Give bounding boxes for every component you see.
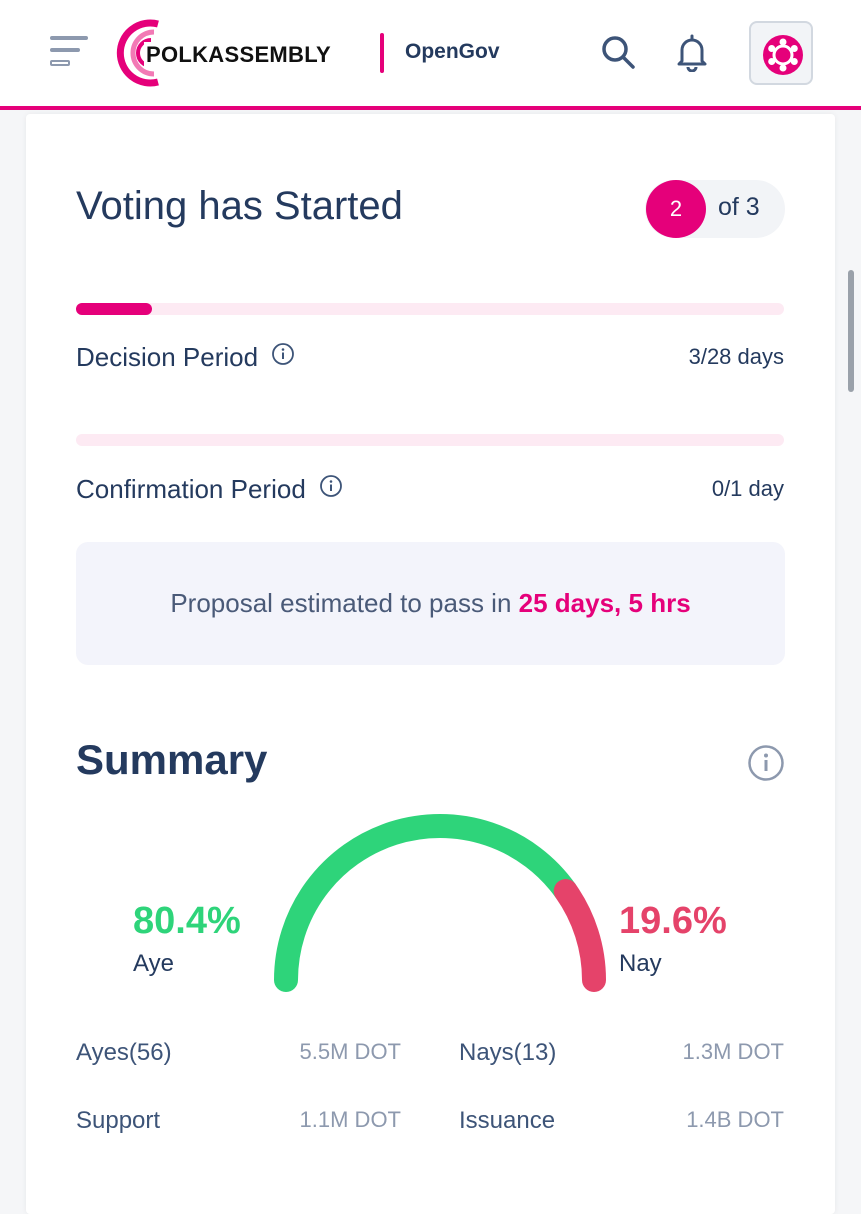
menu-icon[interactable] xyxy=(50,36,88,66)
estimate-highlight: 25 days, 5 hrs xyxy=(518,588,691,618)
aye-label: Aye xyxy=(133,950,174,977)
decision-period-label: Decision Period xyxy=(76,342,295,373)
decision-period-text: Decision Period xyxy=(76,342,259,372)
confirmation-progress-bar xyxy=(76,434,784,446)
confirmation-period-text: Confirmation Period xyxy=(76,474,306,504)
info-icon[interactable] xyxy=(747,744,785,786)
step-indicator: 2 of 3 xyxy=(645,180,785,238)
network-label[interactable]: OpenGov xyxy=(405,40,500,63)
issuance-amount: 1.4B DOT xyxy=(686,1107,784,1132)
nay-label: Nay xyxy=(619,950,662,977)
search-icon[interactable] xyxy=(598,32,638,72)
ayes-count-label: Ayes(56) xyxy=(76,1039,172,1066)
aye-percentage: 80.4% xyxy=(133,900,241,942)
support-amount: 1.1M DOT xyxy=(299,1107,401,1132)
support-label: Support xyxy=(76,1107,161,1134)
decision-progress-bar xyxy=(76,303,784,315)
logo-text: POLKASSEMBLY xyxy=(144,42,333,68)
nays-amount: 1.3M DOT xyxy=(682,1039,784,1064)
account-button[interactable] xyxy=(749,21,813,85)
nay-arc xyxy=(553,879,606,992)
ayes-amount: 5.5M DOT xyxy=(299,1039,401,1064)
current-step-badge: 2 xyxy=(646,180,706,238)
bell-icon[interactable] xyxy=(672,32,712,73)
header-divider xyxy=(380,33,384,73)
top-navbar: POLKASSEMBLY OpenGov xyxy=(0,0,861,110)
info-icon[interactable] xyxy=(271,342,295,373)
voting-status-title: Voting has Started xyxy=(76,184,403,228)
confirmation-period-value: 0/1 day xyxy=(711,476,784,501)
polkadot-icon xyxy=(763,35,803,75)
step-total-label: of 3 xyxy=(718,193,760,221)
confirmation-period-label: Confirmation Period xyxy=(76,474,343,505)
summary-title: Summary xyxy=(76,736,268,783)
vote-gauge xyxy=(274,814,606,992)
aye-arc xyxy=(274,814,578,992)
pass-estimate-banner: Proposal estimated to pass in 25 days, 5… xyxy=(76,542,785,665)
decision-period-value: 3/28 days xyxy=(688,344,784,369)
polkassembly-logo[interactable]: POLKASSEMBLY xyxy=(108,16,348,90)
decision-progress-fill xyxy=(76,303,152,315)
page-scrollbar[interactable] xyxy=(848,270,854,392)
nays-count-label: Nays(13) xyxy=(459,1039,557,1066)
issuance-label: Issuance xyxy=(459,1107,556,1134)
nay-percentage: 19.6% xyxy=(619,900,727,942)
info-icon[interactable] xyxy=(319,474,343,505)
estimate-prefix: Proposal estimated to pass in xyxy=(170,588,512,618)
